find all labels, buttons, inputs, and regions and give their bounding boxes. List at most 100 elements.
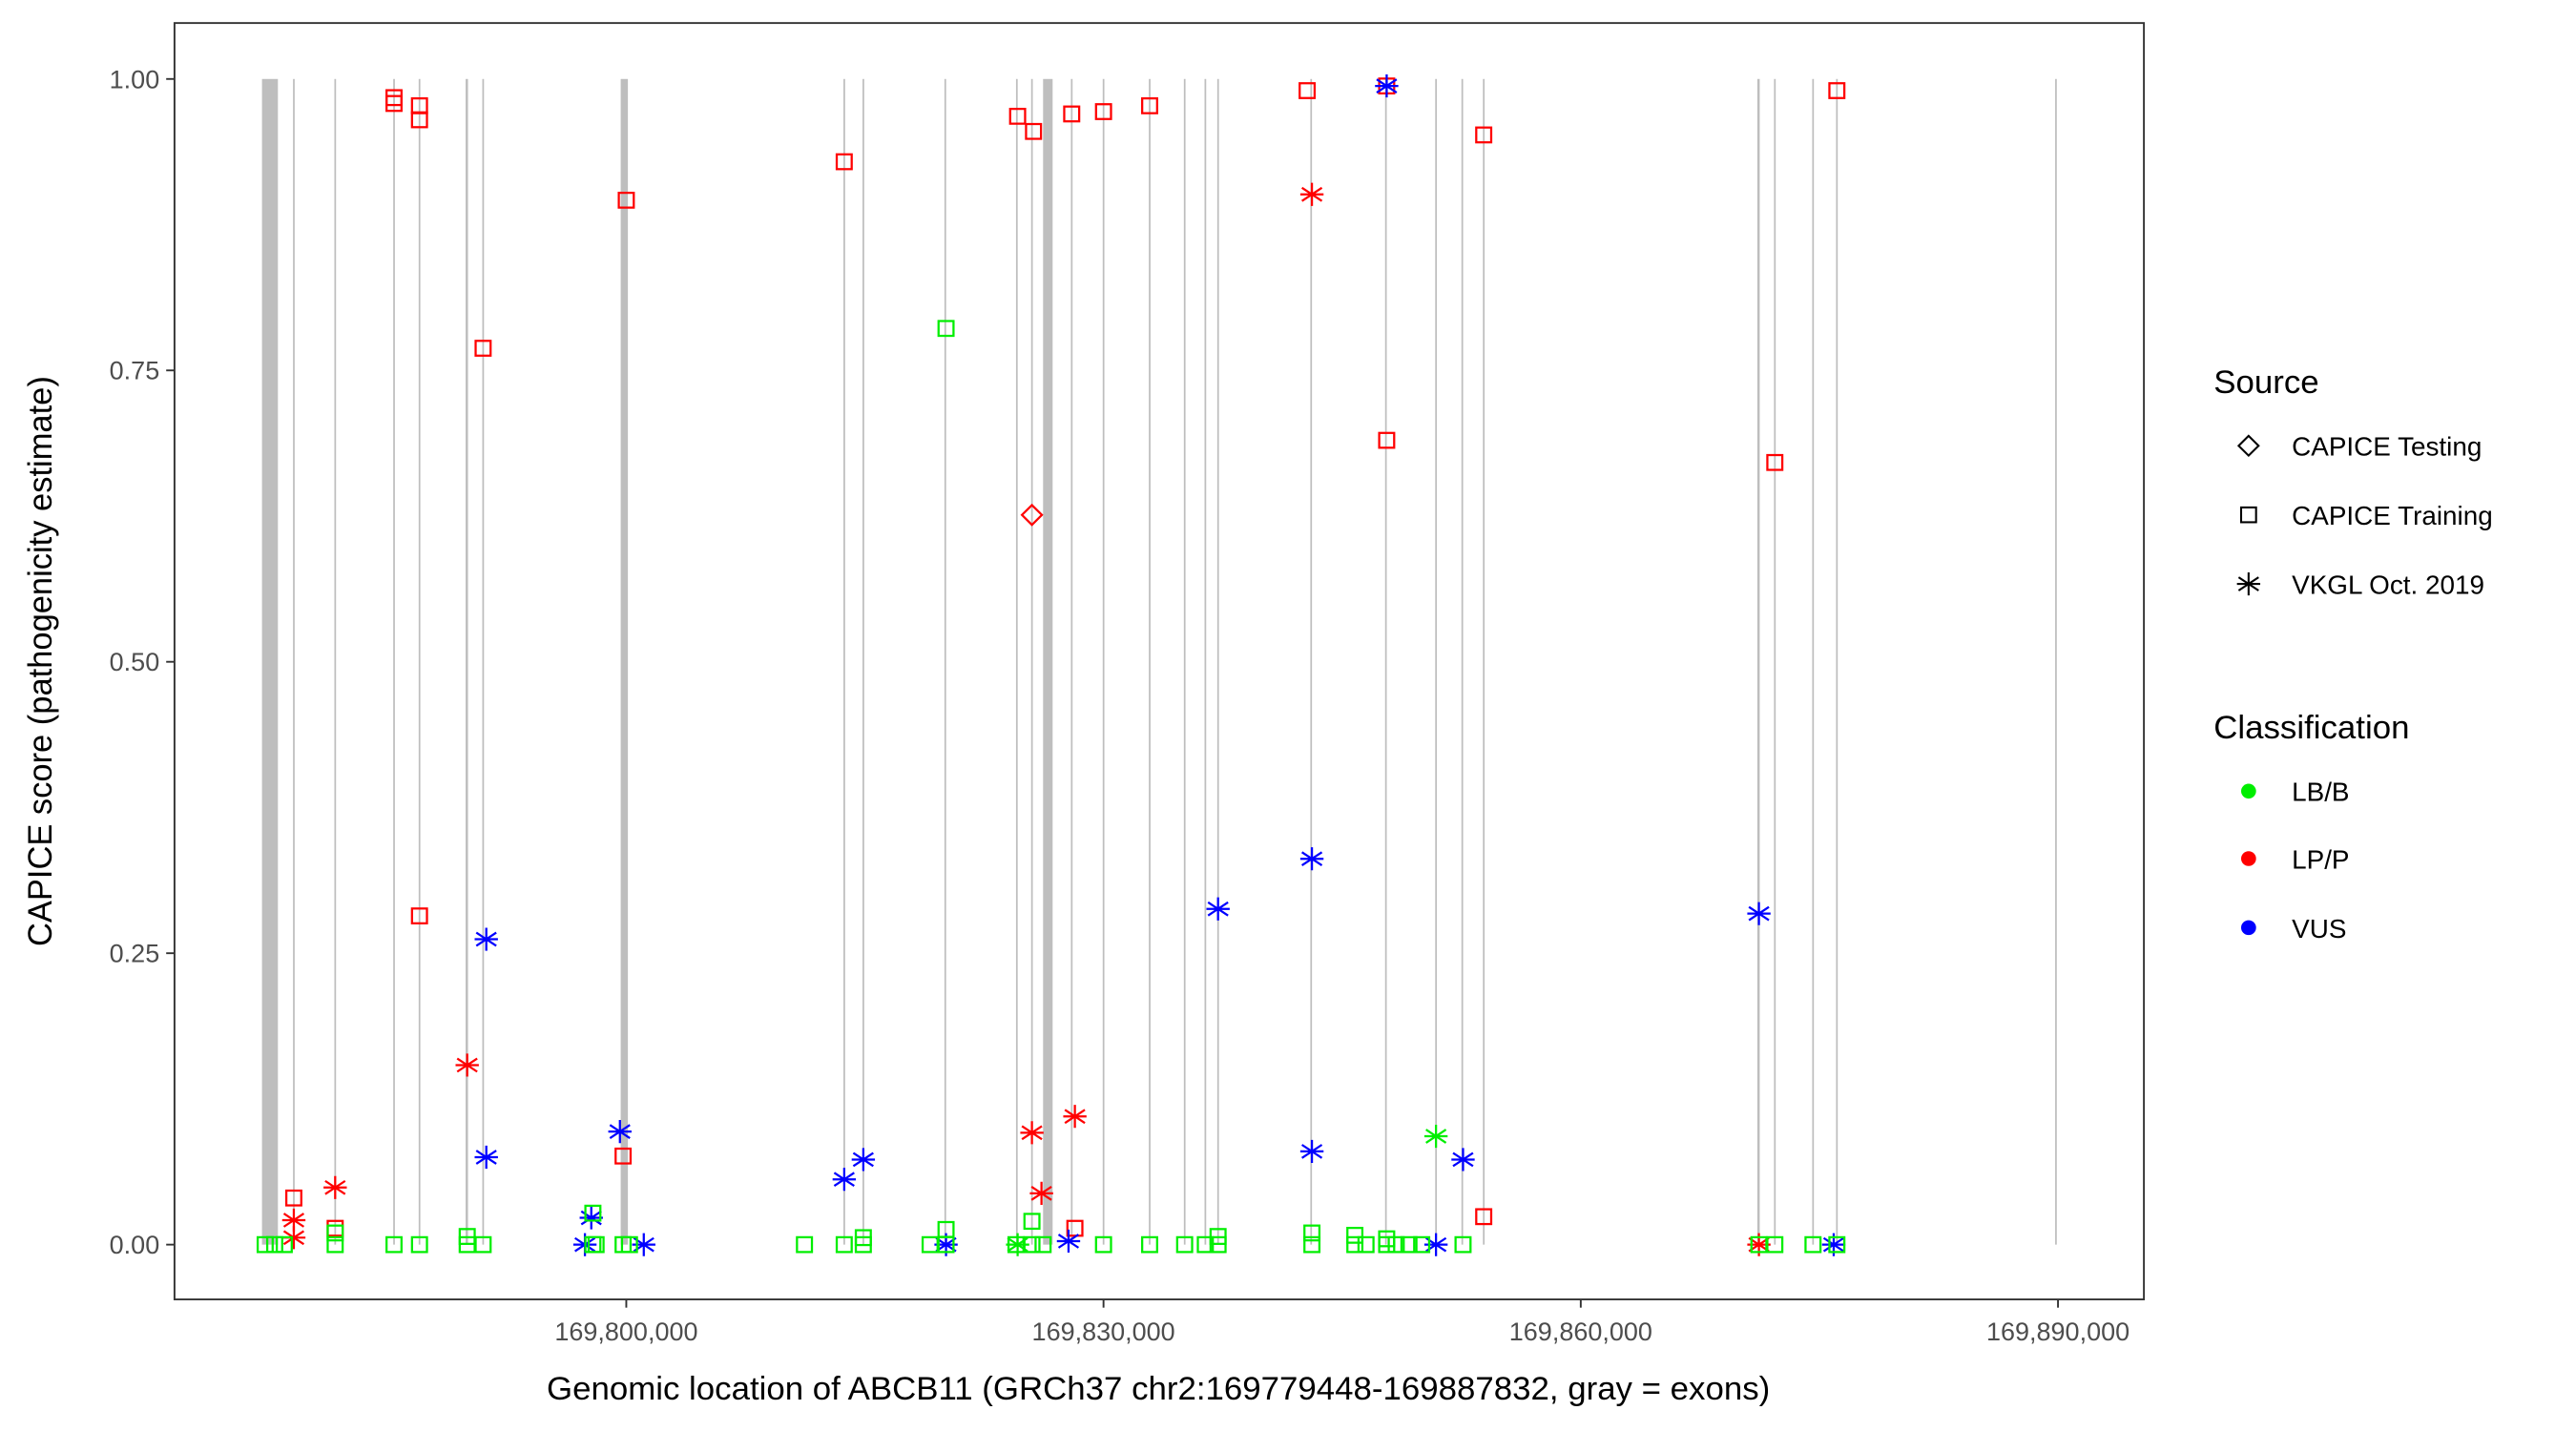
data-point <box>1423 1124 1448 1149</box>
exon-band <box>1435 78 1438 1245</box>
data-point <box>1025 122 1043 140</box>
data-point <box>617 191 635 209</box>
data-point <box>587 1235 605 1254</box>
data-point <box>1023 1235 1041 1254</box>
data-point <box>1454 1235 1472 1254</box>
data-point <box>474 340 492 357</box>
y-tick-label: 0.75 <box>110 357 160 385</box>
exon-band <box>1384 78 1387 1245</box>
data-point <box>1747 1233 1771 1256</box>
exon-band <box>1483 78 1485 1245</box>
data-point <box>835 1235 853 1254</box>
data-point <box>1056 1229 1081 1254</box>
exon-band <box>1070 78 1073 1245</box>
data-point <box>256 1235 274 1254</box>
y-tick-label: 0.25 <box>110 940 160 968</box>
data-point <box>1063 1105 1087 1129</box>
exon-band <box>261 78 279 1245</box>
data-point <box>1298 82 1317 99</box>
legend-label-lpp: LP/P <box>2292 844 2349 874</box>
data-point <box>410 1235 428 1254</box>
exon-band <box>418 78 421 1245</box>
exon-band <box>620 78 629 1245</box>
data-point <box>1303 1235 1321 1254</box>
data-point <box>608 1120 632 1144</box>
data-point <box>275 1235 293 1254</box>
legend-classification-title: Classification <box>2213 710 2409 746</box>
data-point <box>1020 503 1044 527</box>
exon-band <box>843 78 845 1245</box>
data-point <box>1303 1224 1321 1242</box>
data-point <box>832 1168 857 1192</box>
data-point <box>326 1235 344 1254</box>
data-point <box>1346 1226 1364 1244</box>
legend-dot-vus <box>2241 920 2256 936</box>
data-point <box>265 1235 283 1254</box>
legend-dot-lbb <box>2241 783 2256 799</box>
data-point <box>1196 1235 1215 1254</box>
data-point <box>1400 1235 1418 1254</box>
data-point <box>1451 1148 1475 1172</box>
data-point <box>1378 431 1396 449</box>
data-point <box>614 1147 633 1165</box>
exon-band <box>1812 78 1815 1245</box>
data-point <box>326 1224 344 1242</box>
legend-label-capice-testing: CAPICE Testing <box>2292 432 2482 462</box>
y-axis: 0.00 0.25 0.50 0.75 1.00 <box>110 65 175 1259</box>
data-point <box>1828 82 1846 99</box>
data-point <box>281 1226 306 1250</box>
exon-band <box>1216 78 1219 1245</box>
data-point <box>584 1204 602 1222</box>
x-axis: 169,800,000 169,830,000 169,860,000 169,890… <box>554 1299 2129 1346</box>
y-axis-title: CAPICE score (pathogenicity estimate) <box>23 376 59 946</box>
exon-band <box>2055 78 2057 1245</box>
data-point <box>937 1235 955 1254</box>
data-point <box>474 1145 498 1170</box>
asterisk-icon <box>2236 572 2261 596</box>
data-point <box>1357 1235 1375 1254</box>
data-point <box>1747 902 1771 925</box>
data-point <box>1375 74 1399 98</box>
data-point <box>1828 1235 1846 1254</box>
data-point <box>1387 1235 1405 1254</box>
square-icon <box>2239 506 2257 524</box>
exon-bands <box>261 78 2057 1245</box>
data-point <box>1299 1139 1324 1163</box>
data-point <box>281 1208 306 1233</box>
data-point <box>835 153 853 171</box>
data-point <box>1206 897 1230 921</box>
data-point <box>1821 1233 1846 1256</box>
exon-band <box>944 78 946 1245</box>
data-point <box>1346 1235 1364 1254</box>
data-point <box>1094 1235 1112 1254</box>
data-point <box>1023 1213 1041 1231</box>
exon-band <box>1102 78 1105 1245</box>
y-tick-label: 1.00 <box>110 65 160 93</box>
data-point <box>1804 1235 1822 1254</box>
data-point <box>323 1175 347 1199</box>
data-point <box>1141 1235 1158 1254</box>
data-point <box>1094 103 1112 120</box>
data-point <box>1299 182 1324 206</box>
legend-dot-lpp <box>2241 851 2256 866</box>
exon-band <box>1015 78 1018 1245</box>
x-tick-label: 169,890,000 <box>1986 1317 2129 1346</box>
data-point <box>385 1235 403 1254</box>
data-point <box>937 320 955 338</box>
x-tick-label: 169,860,000 <box>1509 1317 1652 1346</box>
data-points <box>256 74 1846 1256</box>
data-point <box>1175 1235 1194 1254</box>
legend-label-vkgl: VKGL Oct. 2019 <box>2292 570 2484 600</box>
exon-band <box>1774 78 1776 1245</box>
exon-band <box>1756 78 1760 1245</box>
data-point <box>1766 1235 1784 1254</box>
exon-band <box>393 78 395 1245</box>
legend-label-capice-training: CAPICE Training <box>2292 501 2493 530</box>
legend-source-title: Source <box>2213 364 2318 401</box>
diamond-icon <box>2236 434 2260 458</box>
x-tick-label: 169,830,000 <box>1032 1317 1175 1346</box>
y-tick-label: 0.00 <box>110 1231 160 1259</box>
data-point <box>1034 1235 1052 1254</box>
